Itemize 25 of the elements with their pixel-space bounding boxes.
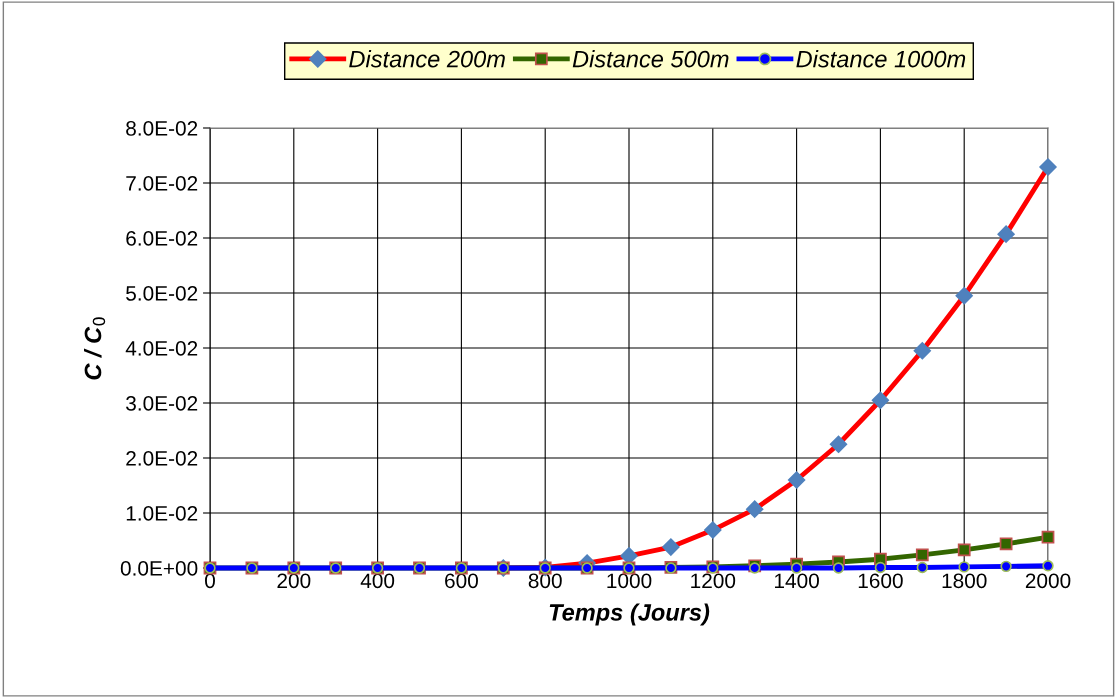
- legend-label: Distance 1000m: [796, 50, 966, 68]
- legend-label: Distance 500m: [572, 50, 729, 68]
- x-tick-label: 1200: [691, 573, 736, 589]
- y-tick-label: 2.0E-02: [126, 451, 198, 466]
- y-tick-label: 3.0E-02: [126, 396, 198, 411]
- x-tick-label: 2000: [1025, 573, 1071, 589]
- x-tick-label: 1400: [775, 573, 819, 589]
- x-axis-title: Temps (Jours): [549, 603, 710, 626]
- x-tick-label: 200: [277, 573, 311, 589]
- x-tick-label: 0: [205, 573, 215, 589]
- y-tick-label: 6.0E-02: [126, 231, 198, 246]
- x-tick-label: 1000: [607, 573, 652, 589]
- y-tick-label: 1.0E-02: [126, 506, 198, 521]
- y-tick-label: 5.0E-02: [126, 286, 198, 301]
- y-tick-label: 7.0E-02: [126, 176, 198, 191]
- x-tick-label: 400: [360, 573, 395, 589]
- x-tick-label: 800: [528, 573, 562, 589]
- legend-label: Distance 200m: [349, 50, 505, 68]
- y-tick-label: 4.0E-02: [125, 341, 198, 356]
- y-axis-title: C / C$_{0}$: [83, 317, 106, 380]
- y-tick-label: 0.0E+00: [120, 561, 198, 576]
- x-tick-label: 1600: [858, 573, 903, 589]
- x-tick-label: 600: [445, 573, 478, 589]
- y-tick-label: 8.0E-02: [126, 121, 198, 136]
- x-tick-label: 1800: [942, 573, 987, 589]
